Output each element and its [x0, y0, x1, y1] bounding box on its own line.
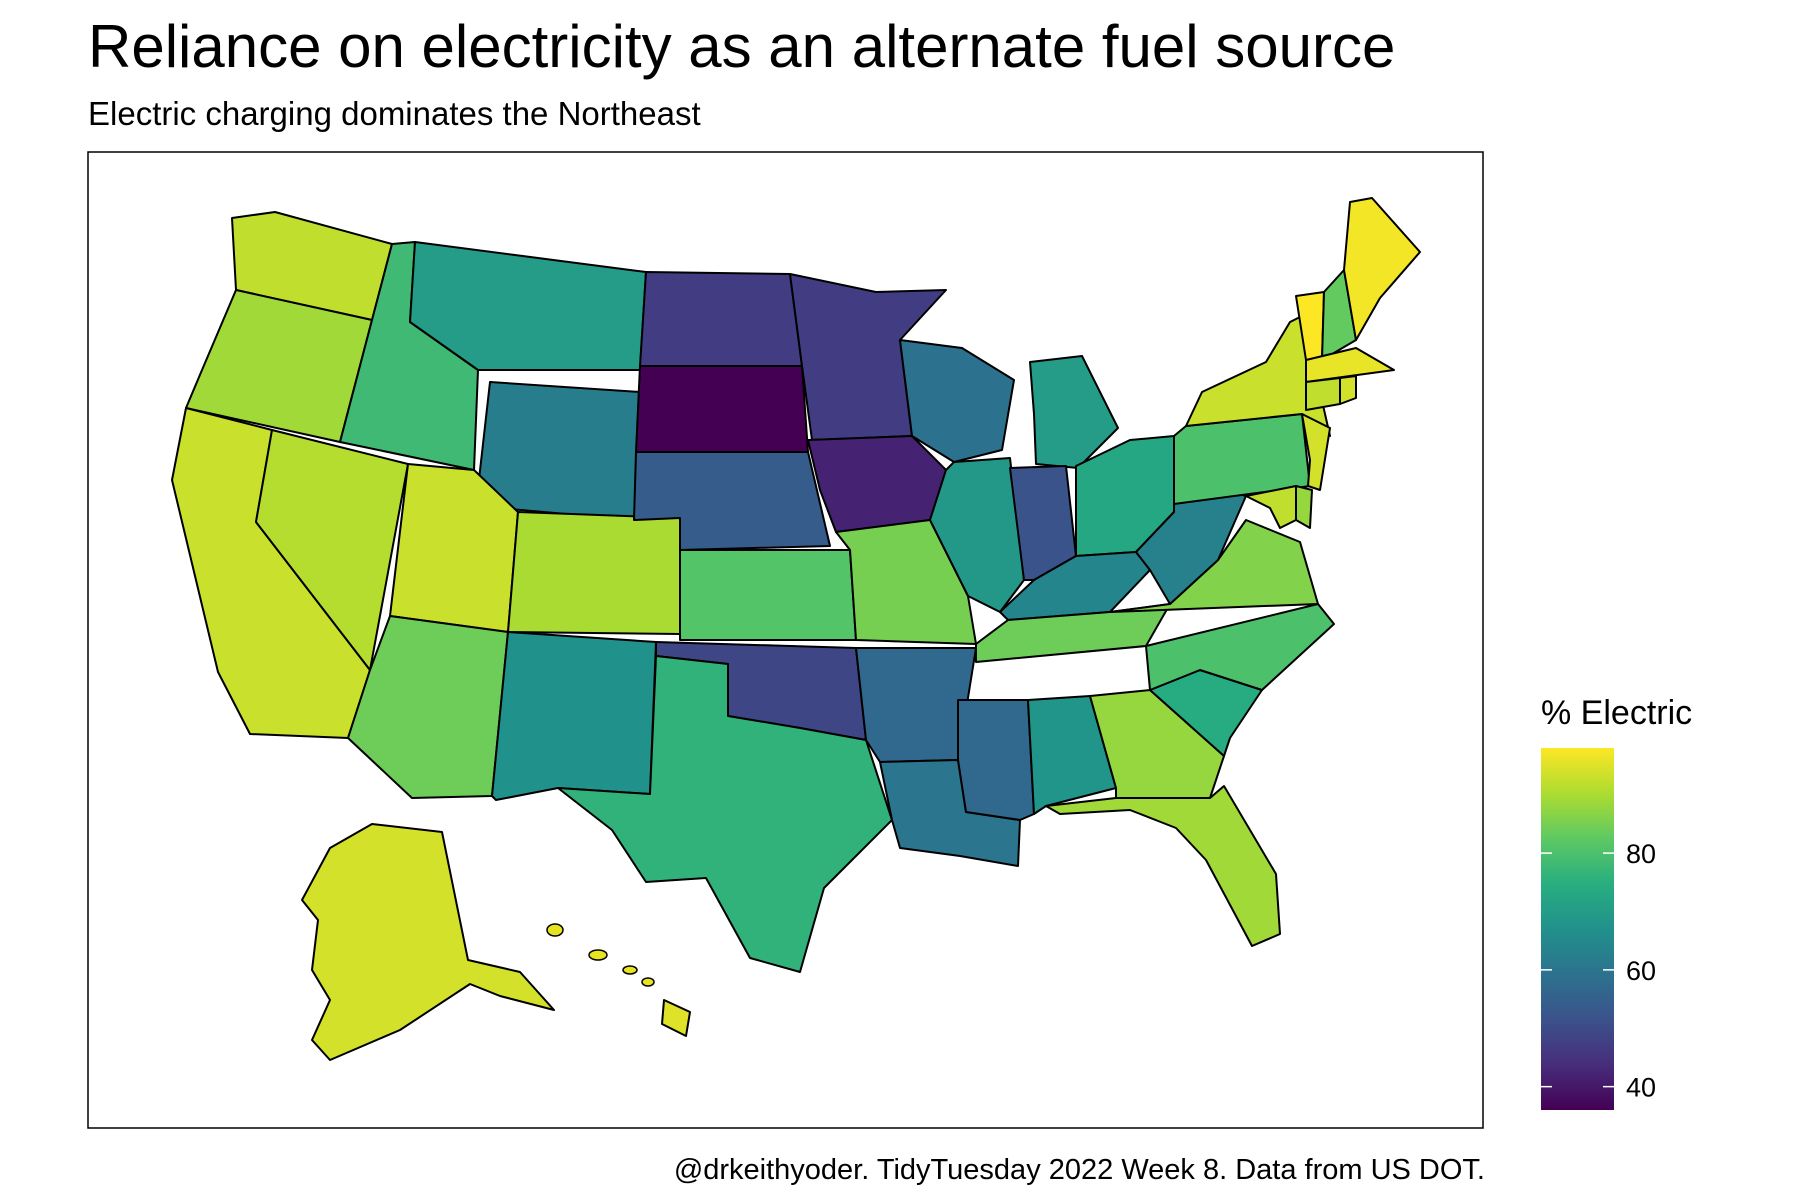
state-ak [301, 823, 555, 1061]
chart-caption: @drkeithyoder. TidyTuesday 2022 Week 8. … [673, 1154, 1485, 1186]
state-tx [557, 655, 893, 973]
state-wv [1135, 475, 1247, 605]
legend-tick-label: 40 [1626, 1073, 1656, 1103]
state-nm [491, 631, 657, 801]
hawaii-small-islands [546, 923, 655, 987]
state-sd [635, 365, 809, 453]
state-co [507, 511, 681, 635]
state-pa [1173, 413, 1311, 505]
legend-colorbar [1541, 748, 1614, 1110]
state-nj [1301, 413, 1331, 491]
legend-title: % Electric [1541, 694, 1692, 732]
state-al [1027, 695, 1117, 815]
state-wi [899, 339, 1015, 463]
legend-tick-label: 80 [1626, 839, 1656, 869]
state-nd [639, 271, 803, 367]
chart-title: Reliance on electricity as an alternate … [88, 13, 1396, 80]
state-me [1343, 197, 1421, 341]
state-or [185, 289, 373, 443]
state-ma [1305, 347, 1395, 383]
color-legend: % Electric 40 60 80 [1541, 694, 1692, 1110]
state-mt [409, 241, 647, 371]
chart-subtitle: Electric charging dominates the Northeas… [88, 95, 701, 132]
state-de [1295, 485, 1313, 529]
state-ri [1339, 375, 1357, 405]
state-ct [1305, 377, 1341, 411]
state-hi [661, 999, 691, 1037]
state-ms [957, 699, 1035, 821]
state-md [1245, 485, 1297, 529]
state-ks [679, 549, 857, 641]
state-fl [1045, 785, 1281, 947]
legend-tick-label: 60 [1626, 956, 1656, 986]
